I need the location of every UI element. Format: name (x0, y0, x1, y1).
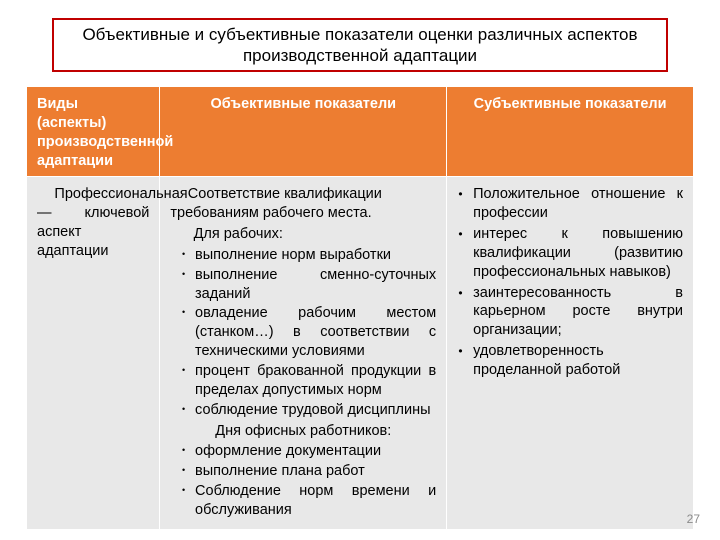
obj-lead-1: Соответствие квалификации требованиям ра… (170, 185, 436, 223)
list-item: оформление документации (182, 442, 436, 461)
obj-lead-2: Для рабочих: (170, 225, 436, 244)
list-item: интерес к повышению квалификации (развит… (457, 225, 683, 282)
indicators-table: Виды (аспекты) производственной адаптаци… (26, 86, 694, 530)
list-item: Соблюдение норм времени и обслуживания (182, 482, 436, 520)
list-item: соблюдение трудовой дисциплины (182, 401, 436, 420)
col-header-aspects: Виды (аспекты) производственной адаптаци… (27, 87, 160, 177)
table-header-row: Виды (аспекты) производственной адаптаци… (27, 87, 694, 177)
list-item: выполнение норм выработки (182, 246, 436, 265)
cell-subjective: Положительное отношение к профессииинтер… (447, 177, 694, 529)
slide-title: Объективные и субъективные показатели оц… (72, 24, 648, 67)
col-header-objective: Объективные показатели (160, 87, 447, 177)
cell-aspect: Профессиональная — ключевой аспект адапт… (27, 177, 160, 529)
obj-lead-3: Дня офисных работников: (170, 422, 436, 441)
obj-list-2: оформление документациивыполнение плана … (170, 442, 436, 519)
table-row: Профессиональная — ключевой аспект адапт… (27, 177, 694, 529)
page-number: 27 (687, 512, 700, 526)
list-item: выполнение сменно-суточных заданий (182, 266, 436, 304)
list-item: процент бракованной продукции в пределах… (182, 362, 436, 400)
slide-title-box: Объективные и субъективные показатели оц… (52, 18, 668, 72)
list-item: Положительное отношение к профессии (457, 185, 683, 223)
aspect-text: Профессиональная — ключевой аспект адапт… (37, 185, 149, 260)
cell-objective: Соответствие квалификации требованиям ра… (160, 177, 447, 529)
list-item: удовлетворенность проделанной работой (457, 342, 683, 380)
subj-list: Положительное отношение к профессииинтер… (457, 185, 683, 379)
list-item: овладение рабочим местом (станком…) в со… (182, 304, 436, 361)
table-container: Виды (аспекты) производственной адаптаци… (26, 86, 694, 540)
list-item: выполнение плана работ (182, 462, 436, 481)
obj-list-1: выполнение норм выработкивыполнение смен… (170, 246, 436, 420)
list-item: заинтересованность в карьерном росте вну… (457, 284, 683, 341)
col-header-subjective: Субъективные показатели (447, 87, 694, 177)
